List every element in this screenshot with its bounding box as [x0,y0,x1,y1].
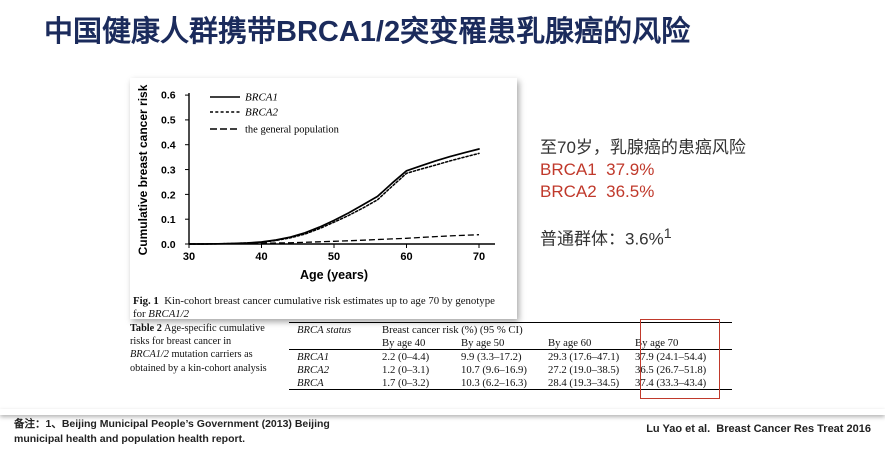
svg-text:Cumulative breast cancer risk: Cumulative breast cancer risk [136,84,150,255]
svg-text:40: 40 [255,251,267,263]
svg-text:70: 70 [473,251,485,263]
svg-text:0.1: 0.1 [161,214,176,226]
svg-text:0.2: 0.2 [161,189,176,201]
svg-text:0.0: 0.0 [161,239,176,251]
svg-text:Age (years): Age (years) [300,268,368,282]
svg-text:30: 30 [183,251,195,263]
svg-text:0.6: 0.6 [161,90,176,102]
svg-text:BRCA1: BRCA1 [245,92,278,104]
svg-text:0.5: 0.5 [161,115,176,127]
svg-text:the general population: the general population [245,125,340,136]
svg-text:BRCA2: BRCA2 [245,107,278,119]
svg-text:0.3: 0.3 [161,165,176,177]
svg-text:0.4: 0.4 [161,140,176,152]
svg-text:50: 50 [328,251,340,263]
svg-text:60: 60 [400,251,412,263]
